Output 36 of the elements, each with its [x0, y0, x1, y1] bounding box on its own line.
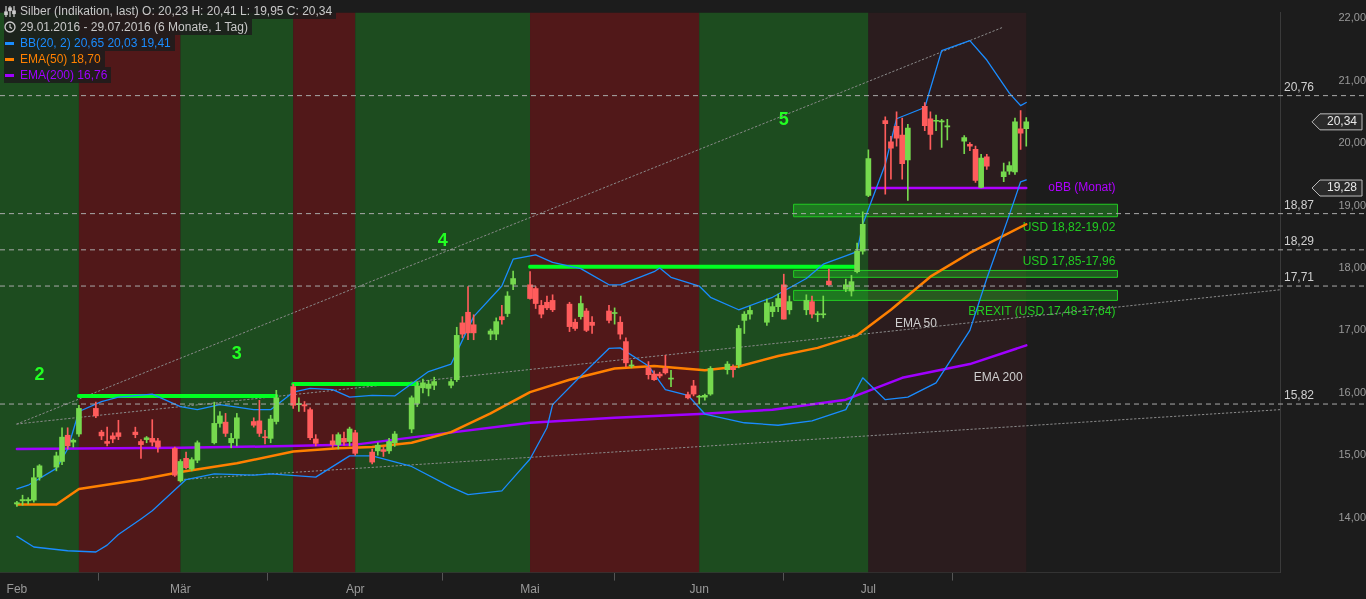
legend-label: EMA(50) 18,70 — [20, 51, 101, 67]
x-tick-label: Mai — [520, 582, 540, 597]
x-tick-label: Feb — [6, 582, 28, 597]
y-tick-label: 17,00 — [1338, 323, 1366, 336]
ref-line-label: 15,82 — [1284, 388, 1315, 403]
text: 20,34 — [1326, 114, 1358, 129]
annotation: EMA 50 — [894, 316, 938, 331]
band-label: USD 17,85-17,96 — [1022, 253, 1116, 268]
y-tick-label: 16,00 — [1338, 385, 1366, 398]
y-tick-label: 18,00 — [1338, 260, 1366, 273]
legend-label: EMA(200) 16,76 — [20, 67, 108, 83]
band-label: 2 — [34, 364, 45, 385]
text: 29.01.2016 - 29.07.2016 (6 Monate, 1 Tag) — [20, 19, 248, 35]
ref-line-label: 17,71 — [1284, 270, 1315, 285]
chart-title: Silber (Indikation, last) O: 20,23 H: 20,41 L: 19,95 C: 20,34 — [20, 3, 333, 19]
band-label: 3 — [231, 343, 242, 364]
ref-line-label: 18,29 — [1284, 234, 1315, 249]
x-tick-label: Apr — [345, 582, 365, 597]
y-tick-label: 19,00 — [1338, 198, 1366, 211]
y-tick-label: 14,00 — [1338, 510, 1366, 523]
band-label: 4 — [437, 230, 448, 251]
annotation: EMA 200 — [973, 370, 1023, 385]
y-tick-label: 20,00 — [1338, 136, 1366, 149]
x-tick-label: Jul — [860, 582, 877, 597]
y-tick-label: 22,00 — [1338, 11, 1366, 24]
series-label: oBB (Monat) — [1048, 180, 1116, 195]
y-tick-label: 21,00 — [1338, 73, 1366, 86]
legend-label: BB(20, 2) 20,65 20,03 19,41 — [20, 35, 171, 51]
y-tick-label: 15,00 — [1338, 448, 1366, 461]
x-tick-label: Mär — [170, 582, 191, 597]
ref-line-label: 20,76 — [1284, 79, 1315, 94]
x-tick-label: Jun — [689, 582, 709, 597]
ref-line-label: 18,87 — [1284, 197, 1315, 212]
text: 19,28 — [1326, 180, 1358, 195]
band-label: USD 18,82-19,02 — [1022, 220, 1116, 235]
band-label: 5 — [778, 108, 789, 129]
